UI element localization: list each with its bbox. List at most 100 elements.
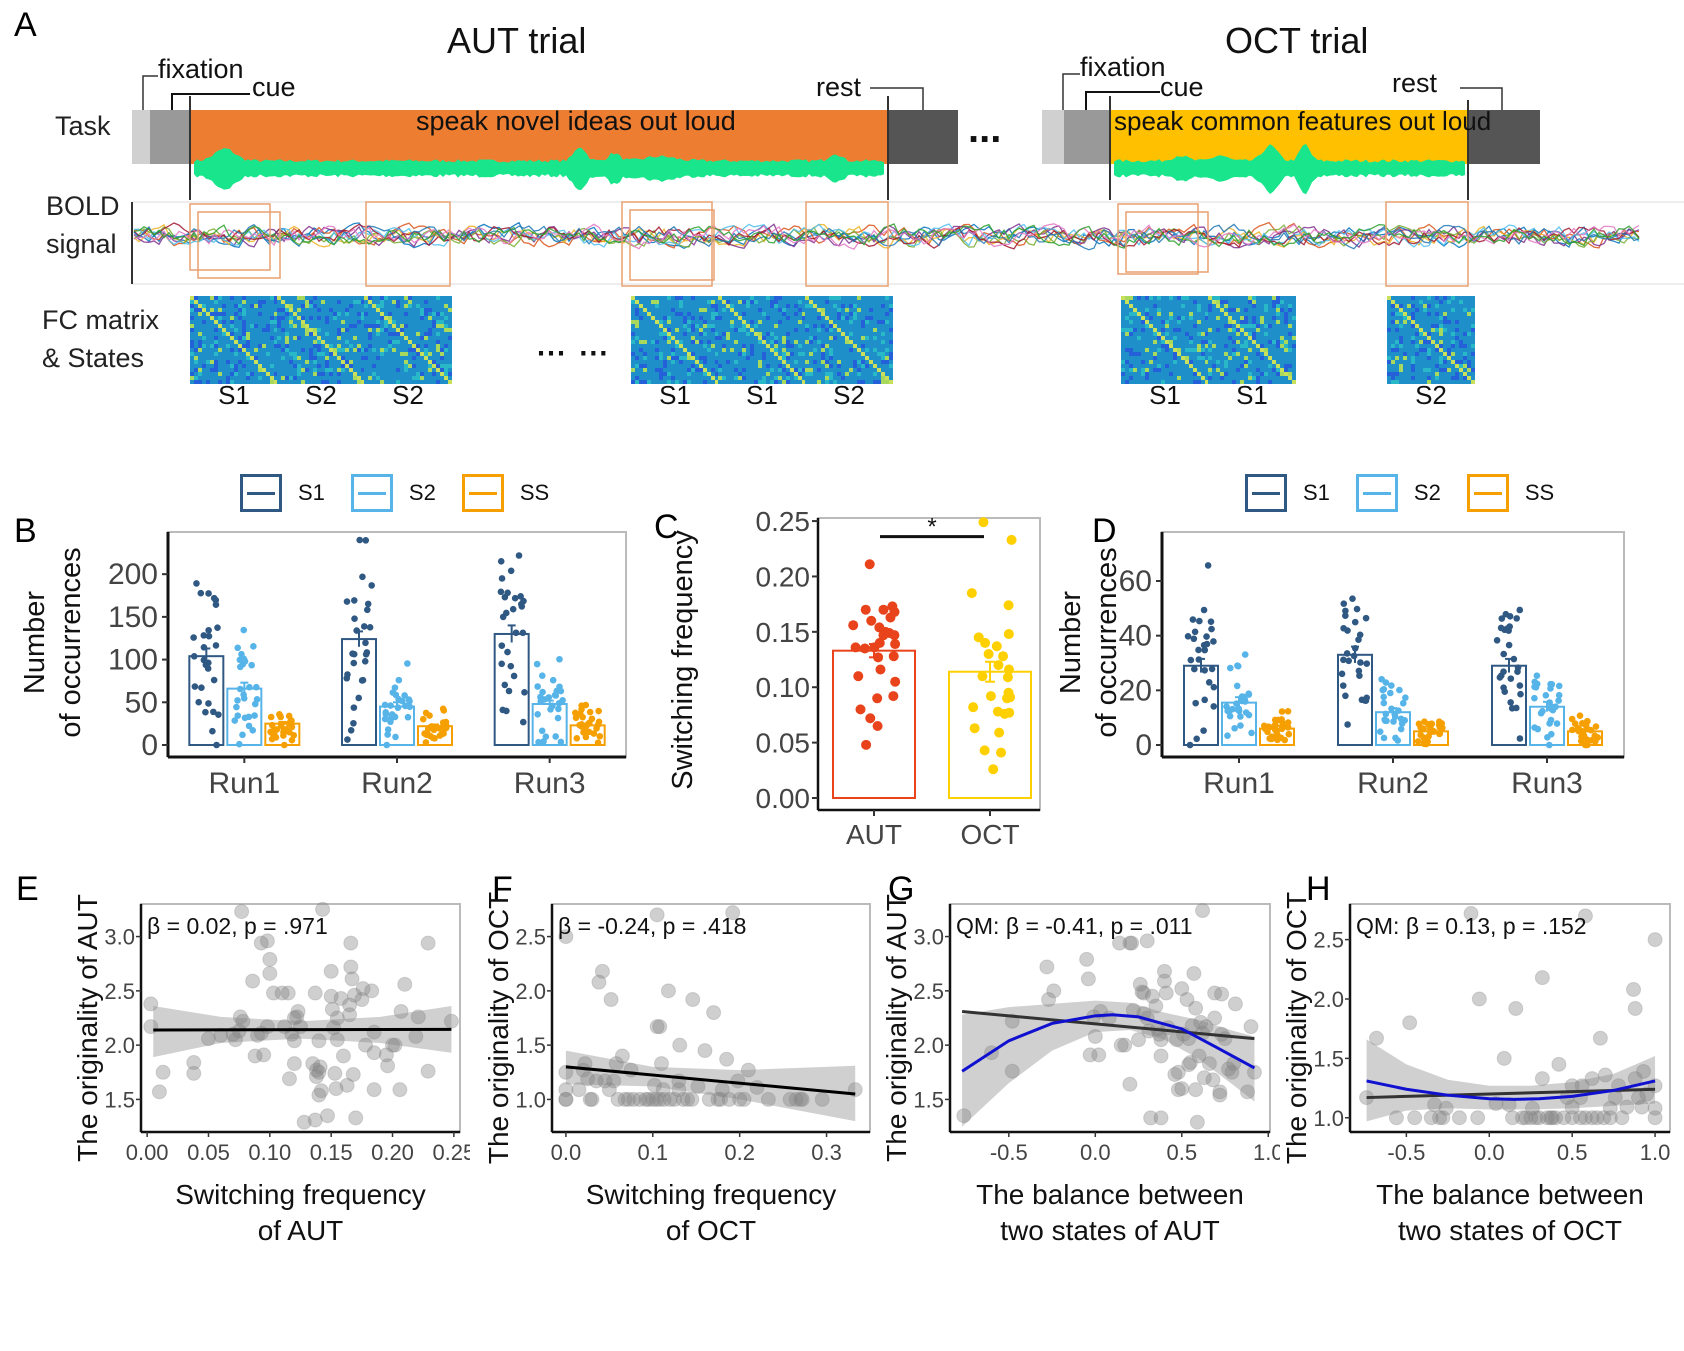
fc-cell xyxy=(1157,364,1161,368)
fc-cell xyxy=(679,312,683,316)
oct-cue-block xyxy=(1064,110,1110,164)
fc-cell xyxy=(1208,372,1212,376)
fc-cell xyxy=(774,296,778,300)
fc-cell xyxy=(1193,380,1197,384)
fc-cell xyxy=(782,368,786,372)
fc-cell xyxy=(349,364,353,368)
fc-cell xyxy=(1161,380,1165,384)
data-point xyxy=(296,1114,312,1130)
fc-cell xyxy=(384,328,388,332)
fc-cell xyxy=(202,308,206,312)
fc-cell xyxy=(1403,312,1407,316)
data-point xyxy=(1158,985,1174,1001)
data-point-s1 xyxy=(1362,614,1370,622)
data-point-s1 xyxy=(210,676,218,684)
fc-cell xyxy=(1276,364,1280,368)
data-point-s2 xyxy=(1392,734,1399,742)
fc-cell xyxy=(687,312,691,316)
fc-cell xyxy=(1264,304,1268,308)
fc-cell xyxy=(1141,328,1145,332)
fc-cell xyxy=(230,336,234,340)
fc-cell xyxy=(384,296,388,300)
data-point xyxy=(1407,1110,1423,1126)
legend-item-s1: S1 xyxy=(240,474,325,512)
fc-cell xyxy=(1240,328,1244,332)
fc-cell xyxy=(889,304,893,308)
fc-cell xyxy=(301,296,305,300)
data-point xyxy=(697,1043,713,1059)
data-point-ss xyxy=(1415,720,1423,728)
fc-cell xyxy=(794,368,798,372)
fc-cell xyxy=(420,308,424,312)
fc-cell xyxy=(770,332,774,336)
x-tick-label: 0.5 xyxy=(1166,1140,1197,1165)
data-point xyxy=(286,1056,302,1072)
fc-cell xyxy=(440,368,444,372)
fc-cell xyxy=(837,328,841,332)
fc-cell xyxy=(428,364,432,368)
fc-cell xyxy=(412,376,416,380)
data-point-s1 xyxy=(1500,650,1508,658)
fc-cell xyxy=(1447,356,1451,360)
data-point-s2 xyxy=(1242,709,1250,716)
fc-cell xyxy=(301,316,305,320)
data-point-s1 xyxy=(351,615,358,622)
fc-cell xyxy=(198,368,202,372)
fc-cell xyxy=(1173,328,1177,332)
data-point-ss xyxy=(1568,715,1576,723)
fc-cell xyxy=(770,340,774,344)
data-point-s2 xyxy=(1234,662,1242,670)
data-point-ss xyxy=(419,715,427,723)
fc-cell xyxy=(214,300,218,304)
data-point-s1 xyxy=(519,629,527,637)
data-point-aut xyxy=(889,630,900,641)
fc-cell xyxy=(1419,328,1423,332)
data-point-s1 xyxy=(1184,632,1192,640)
fc-cell xyxy=(1197,348,1201,352)
fc-cell xyxy=(734,340,738,344)
data-point xyxy=(1602,1110,1618,1126)
legend-label-ss: SS xyxy=(519,480,550,505)
data-point-s2 xyxy=(1545,741,1553,749)
fc-cell xyxy=(277,336,281,340)
aut-cue-bracket xyxy=(171,93,250,110)
fc-cell xyxy=(766,332,770,336)
data-point-s1 xyxy=(1203,640,1211,648)
fc-cell xyxy=(432,320,436,324)
y-tick-label: 0.20 xyxy=(756,561,811,592)
fc-cell xyxy=(1173,360,1177,364)
fc-cell xyxy=(675,344,679,348)
fc-cell xyxy=(679,300,683,304)
fc-cell xyxy=(364,312,368,316)
fc-cell xyxy=(329,344,333,348)
fc-cell xyxy=(400,332,404,336)
fc-cell xyxy=(726,304,730,308)
fc-cell xyxy=(889,340,893,344)
fc-cell xyxy=(703,380,707,384)
fc-cell xyxy=(194,360,198,364)
fc-cell xyxy=(805,324,809,328)
fc-cell xyxy=(711,312,715,316)
data-point-s1 xyxy=(366,624,374,631)
fc-matrix xyxy=(1121,296,1209,384)
data-point xyxy=(1635,1063,1651,1079)
data-point-ss xyxy=(421,730,428,737)
fc-cell xyxy=(821,360,825,364)
data-point-oct xyxy=(1002,672,1013,683)
fc-cell xyxy=(762,340,766,344)
fc-cell xyxy=(289,308,293,312)
fc-cell xyxy=(1248,372,1252,376)
fc-cell xyxy=(1399,304,1403,308)
fc-cell xyxy=(631,332,635,336)
fc-cell xyxy=(1459,360,1463,364)
x-tick-label: -0.5 xyxy=(1387,1140,1425,1165)
sliding-window-1 xyxy=(197,211,281,279)
fc-cell xyxy=(849,320,853,324)
y-tick-label: 1.5 xyxy=(104,1087,135,1112)
fc-cell xyxy=(845,372,849,376)
fc-cell xyxy=(809,300,813,304)
fc-cell xyxy=(687,372,691,376)
fc-cell xyxy=(730,324,734,328)
data-point-s2 xyxy=(1226,712,1234,720)
data-point-s2 xyxy=(1241,696,1249,703)
